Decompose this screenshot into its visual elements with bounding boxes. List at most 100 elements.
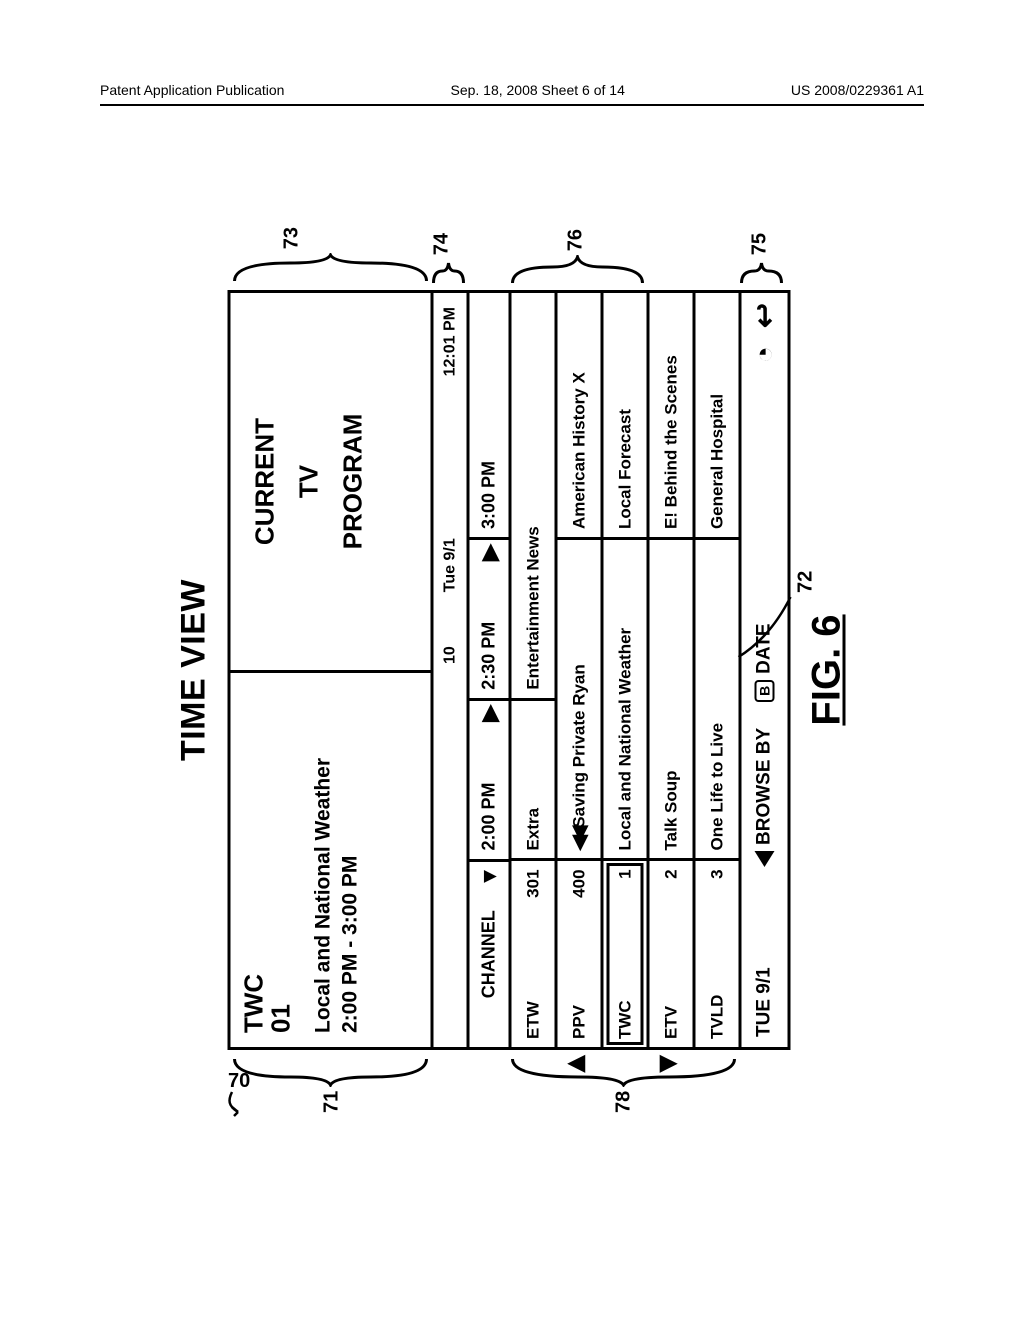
program-cell[interactable]: E! Behind the Scenes [650, 293, 693, 537]
guide-panel: TWC 01 Local and National Weather 2:00 P… [228, 290, 791, 1050]
upper-panels: TWC 01 Local and National Weather 2:00 P… [231, 293, 434, 1047]
info-number: 10 [441, 646, 459, 664]
channel-num: 301 [523, 869, 543, 897]
time-col-2[interactable]: 2:30 PM ▶ [470, 537, 509, 698]
program-time: 2:00 PM - 3:00 PM [338, 856, 361, 1033]
figure-area: 70 TIME VIEW TWC 01 Local and National W… [0, 160, 1024, 1180]
guide-rows: ETW301ExtraEntertainment NewsPPV400◀◀◀ S… [512, 293, 742, 1047]
rewind-icon: ◀◀ [567, 832, 592, 851]
play-right-icon: ▶ [476, 705, 502, 722]
ref-71: 71 [321, 1091, 344, 1113]
browse-label: BROWSE BY [754, 728, 776, 845]
program-title: General Hospital [707, 394, 727, 529]
channel-name: TVLD [707, 995, 727, 1039]
footer-bar: TUE 9/1 BROWSE BY B DATE ◔ ↩ [742, 293, 788, 1047]
time-label-2: 2:30 PM [479, 622, 500, 690]
header-right: US 2008/0229361 A1 [791, 82, 924, 98]
program-title: Saving Private Ryan [569, 664, 589, 827]
channel-num: 2 [661, 869, 681, 878]
program-title: Entertainment News [523, 526, 543, 689]
header-divider [100, 104, 924, 106]
guide-row[interactable]: ETV2▶Talk SoupE! Behind the Scenes [650, 293, 696, 1047]
program-title: American History X [569, 372, 589, 529]
program-title: Local and National Weather [615, 628, 635, 851]
brace-71 [231, 1051, 431, 1087]
program-title: Extra [523, 808, 543, 851]
channel-name: TWC [615, 1000, 635, 1039]
channel-number: 01 [268, 687, 295, 1033]
program-name: Local and National Weather [311, 758, 334, 1033]
channel-cell[interactable]: TWC 1 [604, 858, 647, 1047]
ref-72: 72 [795, 571, 818, 593]
play-right-icon: ▶ [476, 544, 502, 561]
program-title: Local Forecast [615, 409, 635, 529]
preview-panel: CURRENT TV PROGRAM [231, 293, 431, 670]
program-title: Talk Soup [661, 770, 681, 850]
time-label-3: 3:00 PM [479, 461, 500, 529]
current-program: Local and National Weather 2:00 PM - 3:0… [309, 687, 364, 1033]
program-cell[interactable]: General Hospital [696, 293, 739, 537]
current-channel-panel: TWC 01 Local and National Weather 2:00 P… [231, 670, 431, 1047]
channel-header[interactable]: CHANNEL ▼ [470, 859, 509, 1047]
brace-75 [739, 259, 785, 289]
channel-name: PPV [569, 1005, 589, 1039]
time-col-3[interactable]: 3:00 PM [470, 293, 509, 537]
preview-line2: TV [287, 305, 331, 658]
channel-name: ETV [661, 1006, 681, 1039]
ref-74: 74 [431, 233, 454, 255]
program-cell[interactable]: American History X [558, 293, 601, 537]
footer-date: TUE 9/1 [754, 867, 776, 1037]
clock-icon[interactable]: ◔ [749, 346, 781, 363]
guide-row[interactable]: TVLD 3 One Life to Live General Hospital [696, 293, 742, 1047]
header-left: Patent Application Publication [100, 82, 284, 98]
figure-caption: FIG. 6 [805, 290, 850, 1050]
info-time: 12:01 PM [441, 307, 459, 376]
footer-icons: ◔ ↩ [747, 303, 782, 363]
program-cell[interactable]: Talk Soup [650, 537, 693, 858]
triangle-a-icon [755, 851, 775, 867]
program-cell[interactable]: Local and National Weather [604, 537, 647, 858]
guide-row[interactable]: ETW 301 Extra Entertainment News [512, 293, 558, 1047]
program-title: E! Behind the Scenes [661, 355, 681, 529]
brace-73 [231, 253, 431, 289]
ref-76: 76 [565, 229, 588, 251]
program-cell[interactable]: Local Forecast [604, 293, 647, 537]
ref-75: 75 [749, 233, 772, 255]
ref-78: 78 [613, 1091, 636, 1113]
channel-cell[interactable]: ETW 301 [512, 858, 555, 1047]
guide-row[interactable]: PPV400◀◀◀ Saving Private RyanAmerican Hi… [558, 293, 604, 1047]
program-cell[interactable]: Entertainment News [512, 293, 555, 698]
header-center: Sep. 18, 2008 Sheet 6 of 14 [450, 82, 624, 98]
time-label-1: 2:00 PM [479, 783, 500, 851]
channel-cell[interactable]: TVLD 3 [696, 858, 739, 1047]
channel-code-block: TWC 01 [241, 687, 296, 1033]
guide-row[interactable]: TWC 1 Local and National Weather Local Fore… [604, 293, 650, 1047]
channel-num: 1 [615, 869, 635, 878]
brace-78 [509, 1051, 739, 1087]
channel-num: 3 [707, 869, 727, 878]
program-cell[interactable]: ◀◀ Saving Private Ryan [558, 537, 601, 858]
program-cell[interactable]: Extra [512, 698, 555, 859]
b-button-icon: B [755, 680, 775, 702]
ref-73: 73 [281, 227, 304, 249]
preview-line1: CURRENT [243, 305, 287, 658]
channel-code: TWC [239, 974, 269, 1033]
return-icon[interactable]: ↩ [747, 303, 782, 328]
channel-cell[interactable]: ETV2▶ [650, 858, 693, 1047]
rotated-figure: TIME VIEW TWC 01 Local and National Weat… [175, 290, 850, 1050]
time-col-1[interactable]: 2:00 PM ▶ [470, 698, 509, 859]
chevron-down-icon: ▼ [476, 866, 502, 888]
browse-by-button[interactable]: BROWSE BY [754, 728, 776, 867]
program-title: One Life to Live [707, 723, 727, 851]
lead-72 [731, 547, 821, 667]
brace-76 [509, 255, 647, 289]
channel-header-label: CHANNEL [479, 910, 500, 998]
preview-line3: PROGRAM [331, 305, 375, 658]
view-title: TIME VIEW [175, 290, 214, 1050]
brace-74 [431, 259, 467, 289]
channel-name: ETW [523, 1001, 543, 1039]
info-day: Tue 9/1 [441, 538, 459, 592]
grid-header-row: CHANNEL ▼ 2:00 PM ▶ 2:30 PM ▶ 3:00 PM [470, 293, 512, 1047]
patent-header: Patent Application Publication Sep. 18, … [100, 82, 924, 98]
channel-cell[interactable]: PPV400◀ [558, 858, 601, 1047]
